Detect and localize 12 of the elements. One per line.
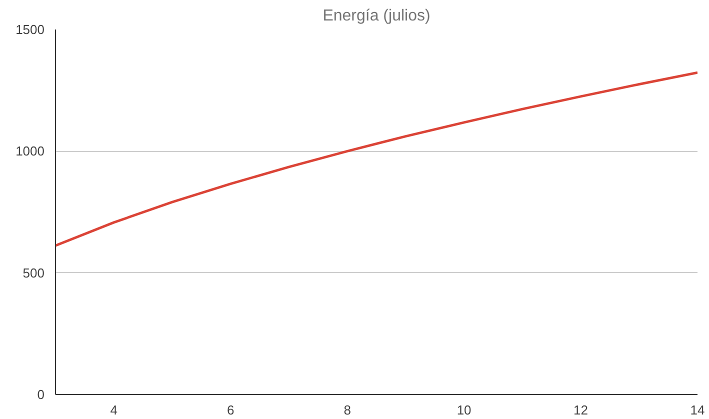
x-tick-label: 6: [226, 402, 234, 418]
x-tick-label: 4: [110, 402, 118, 418]
x-tick-label: 14: [690, 402, 705, 418]
line-series: [56, 71, 698, 247]
y-tick-label: 500: [22, 265, 45, 280]
y-tick-label: 1500: [16, 22, 44, 37]
y-tick-label: 1000: [16, 144, 44, 159]
chart-title: Energía (julios): [322, 8, 430, 24]
y-tick-label: 0: [37, 387, 45, 402]
x-tick-label: 12: [574, 402, 588, 418]
x-tick-label: 8: [344, 402, 351, 418]
x-tick-label: 10: [456, 402, 472, 418]
